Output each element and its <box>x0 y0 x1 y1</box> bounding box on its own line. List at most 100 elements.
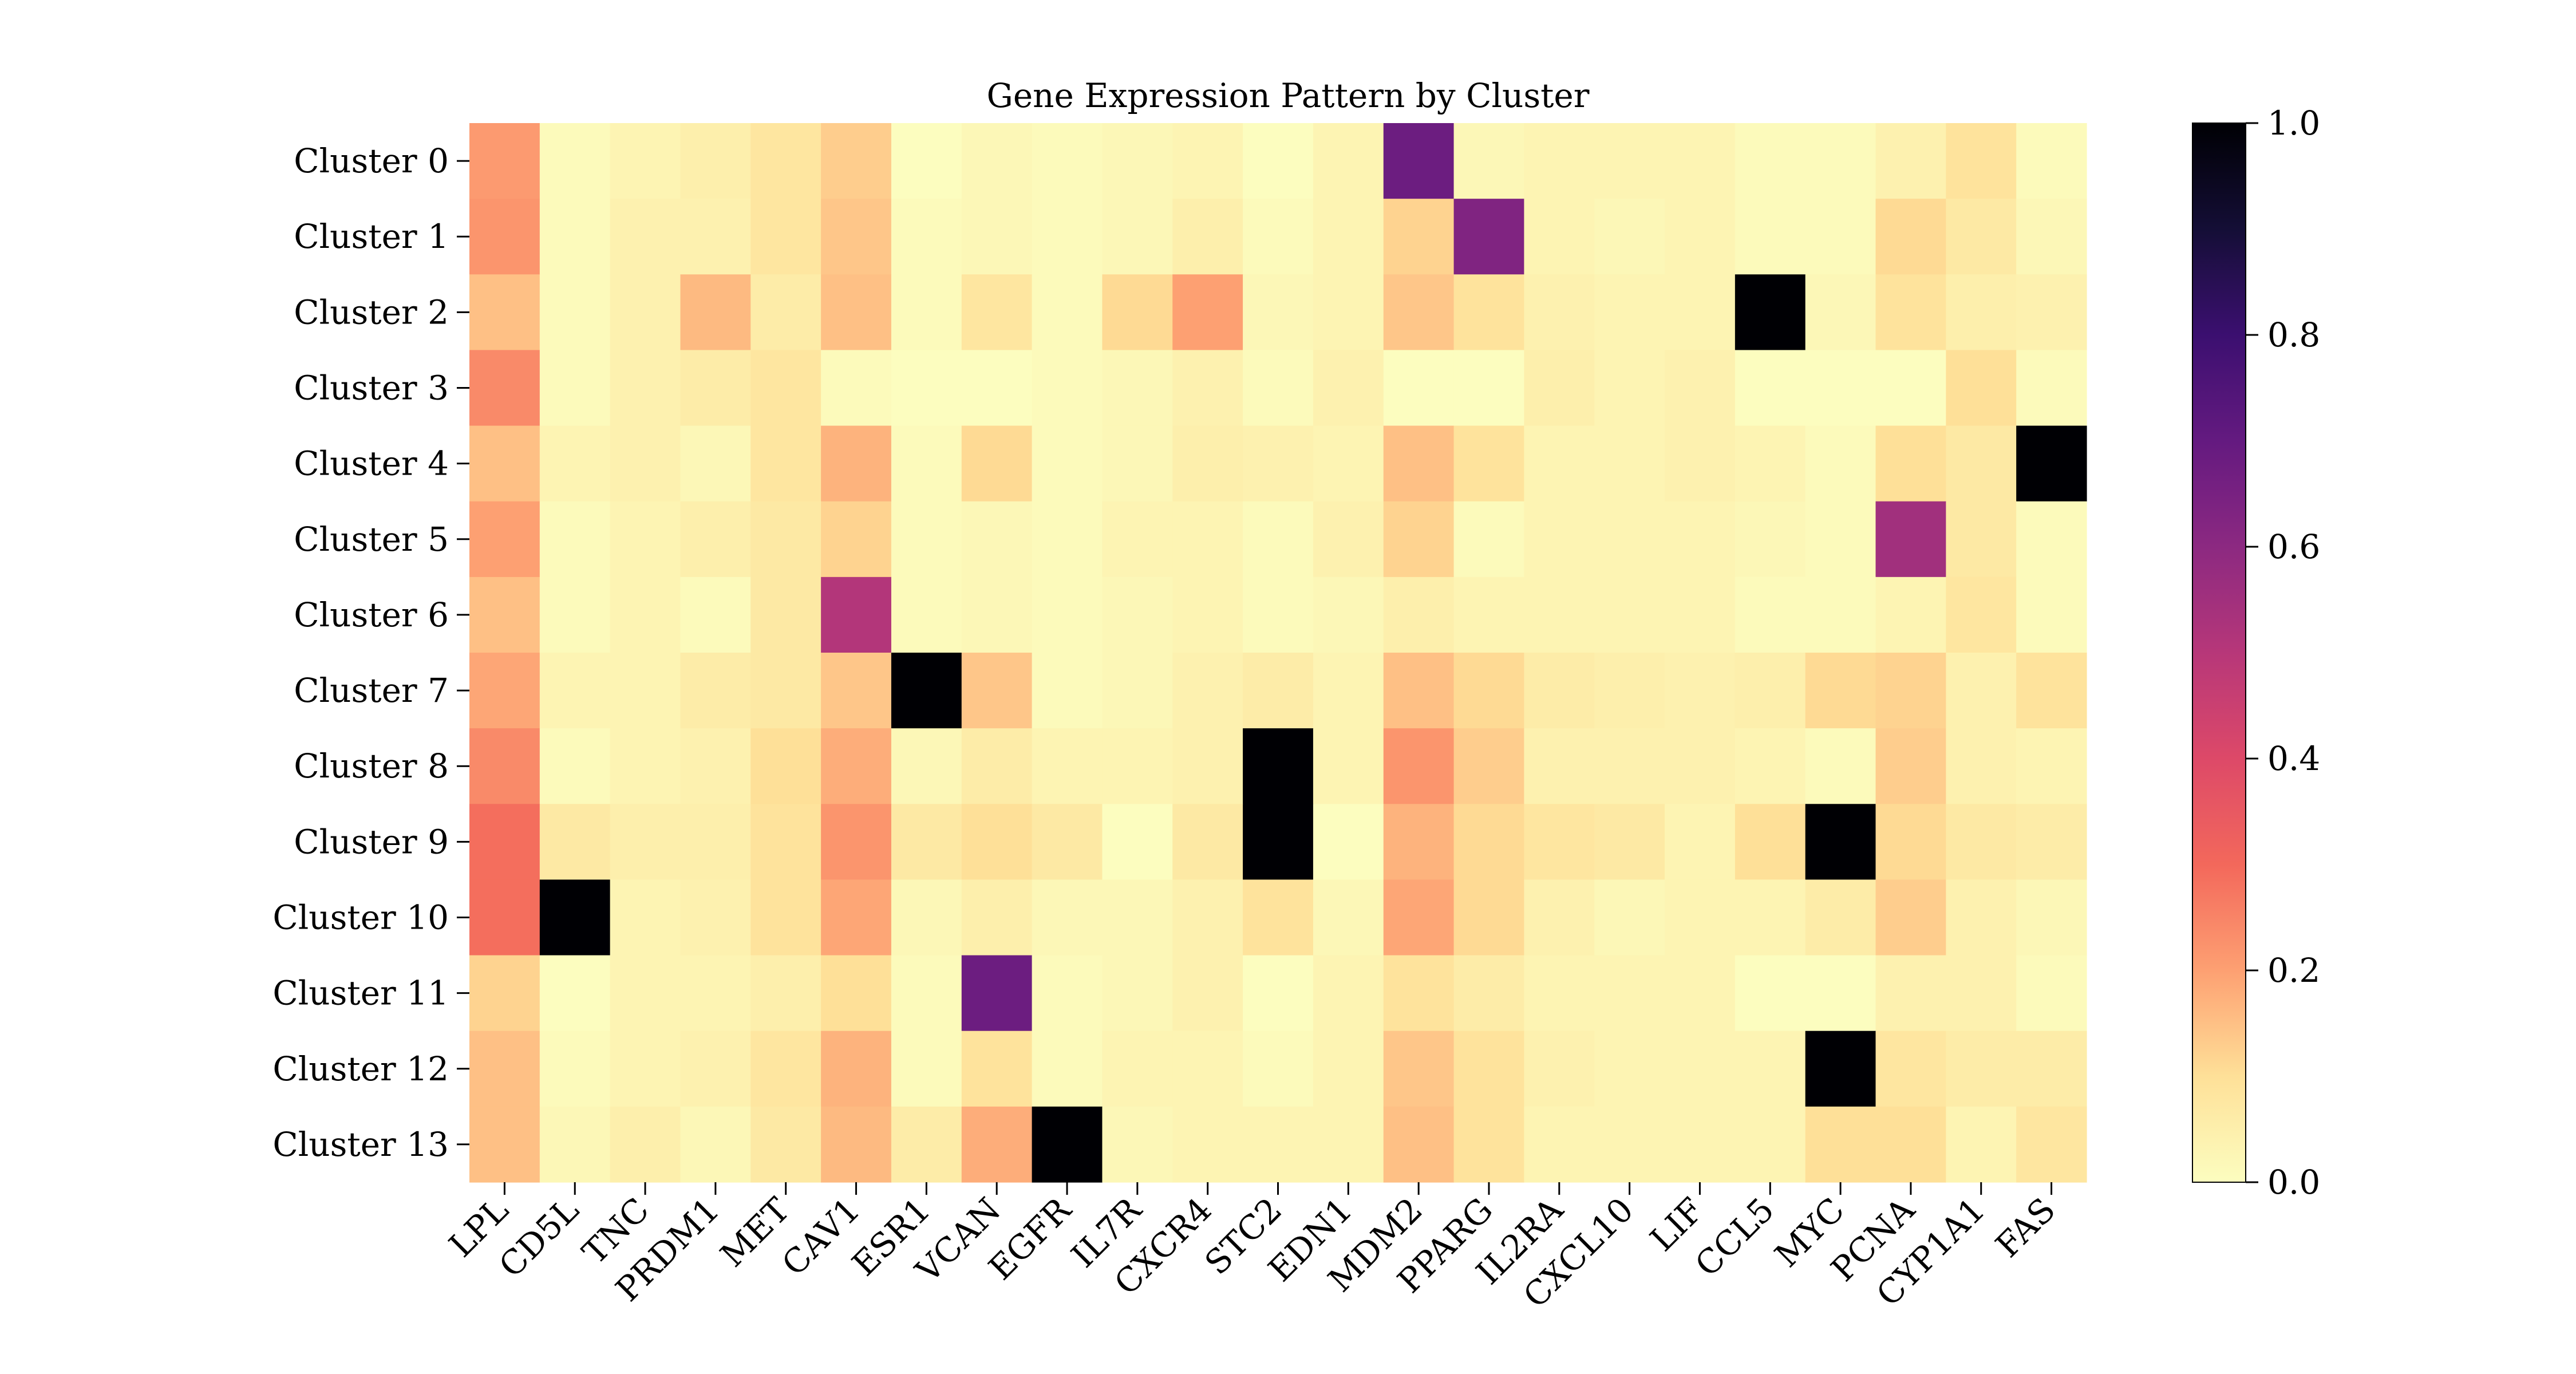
heatmap-cell <box>1243 955 1314 1032</box>
row-tick-labels: Cluster 0 Cluster 1 Cluster 2 Cluster 3 Clus… <box>272 141 469 1164</box>
heatmap-cell <box>1102 350 1173 427</box>
heatmap-cell <box>2016 501 2087 578</box>
heatmap-cell <box>1032 955 1103 1032</box>
heatmap-cell <box>1383 425 1455 502</box>
heatmap-cell <box>750 728 821 804</box>
heatmap-cell <box>1032 653 1103 729</box>
heatmap-cell <box>891 804 962 881</box>
heatmap-cell <box>961 879 1033 956</box>
row-tick-label: Cluster 3 <box>294 369 449 408</box>
heatmap-cell <box>680 577 751 653</box>
heatmap-cell <box>1665 199 1736 275</box>
heatmap-cell <box>1102 274 1173 351</box>
heatmap-cell <box>1313 955 1384 1032</box>
heatmap-cell <box>1313 1106 1384 1183</box>
colorbar-frame <box>2192 123 2246 1183</box>
row-tick-label: Cluster 12 <box>272 1049 449 1088</box>
heatmap-cell <box>1313 501 1384 578</box>
heatmap-cell <box>539 1106 611 1183</box>
heatmap-cell <box>469 728 540 804</box>
heatmap-cell <box>1665 577 1736 653</box>
heatmap-cell <box>2016 804 2087 881</box>
heatmap-cell <box>1946 577 2017 653</box>
heatmap-cell <box>1453 274 1524 351</box>
heatmap-cell <box>961 350 1033 427</box>
heatmap-cell <box>1243 274 1314 351</box>
heatmap-cell <box>1594 123 1665 199</box>
heatmap-cell <box>680 804 751 881</box>
heatmap-cell <box>1243 199 1314 275</box>
heatmap-cell <box>1805 804 1876 881</box>
heatmap-cell <box>1735 350 1806 427</box>
heatmap-cell <box>1313 199 1384 275</box>
heatmap-cell <box>539 653 611 729</box>
heatmap-cell <box>1243 653 1314 729</box>
heatmap-cell <box>1875 1106 1946 1183</box>
heatmap-cell <box>1875 879 1946 956</box>
heatmap-cell <box>610 728 681 804</box>
heatmap-cell <box>1875 123 1946 199</box>
heatmap-cell <box>891 955 962 1032</box>
heatmap-cell <box>1383 1106 1455 1183</box>
heatmap-cell <box>750 1030 821 1107</box>
heatmap-cell <box>1313 577 1384 653</box>
heatmap-cell <box>1875 955 1946 1032</box>
heatmap-cell <box>2016 425 2087 502</box>
heatmap-cell <box>539 728 611 804</box>
colorbar-tick-label: 1.0 <box>2267 104 2320 143</box>
heatmap-cells <box>469 123 2087 1183</box>
heatmap-cell <box>1946 1030 2017 1107</box>
colorbar-tick-label: 0.2 <box>2267 951 2320 990</box>
heatmap-cell <box>539 804 611 881</box>
heatmap-cell <box>1875 1030 1946 1107</box>
heatmap-cell <box>610 501 681 578</box>
heatmap-cell <box>2016 199 2087 275</box>
heatmap-cell <box>1665 274 1736 351</box>
row-tick-label: Cluster 10 <box>272 898 449 937</box>
heatmap-cell <box>1524 123 1595 199</box>
heatmap-cell <box>1243 123 1314 199</box>
heatmap-cell <box>821 1030 892 1107</box>
row-tick-label: Cluster 2 <box>294 293 449 331</box>
heatmap-cell <box>539 879 611 956</box>
heatmap-cell <box>539 199 611 275</box>
heatmap-cell <box>1946 501 2017 578</box>
heatmap-cell <box>1243 577 1314 653</box>
heatmap-cell <box>1946 804 2017 881</box>
heatmap-cell <box>891 425 962 502</box>
row-tick-label: Cluster 0 <box>294 141 449 180</box>
heatmap-cell <box>1102 653 1173 729</box>
heatmap-cell <box>1453 728 1524 804</box>
heatmap-cell <box>821 804 892 881</box>
heatmap-cell <box>539 501 611 578</box>
heatmap-cell <box>1735 274 1806 351</box>
heatmap-cell <box>1313 350 1384 427</box>
heatmap-cell <box>821 653 892 729</box>
heatmap-cell <box>469 350 540 427</box>
heatmap-cell <box>1102 955 1173 1032</box>
heatmap-cell <box>821 199 892 275</box>
heatmap-cell <box>1665 879 1736 956</box>
heatmap-cell <box>1805 274 1876 351</box>
heatmap-cell <box>891 879 962 956</box>
heatmap-cell <box>1594 653 1665 729</box>
heatmap-cell <box>961 123 1033 199</box>
heatmap-cell <box>1102 1106 1173 1183</box>
heatmap-cell <box>1665 955 1736 1032</box>
row-tick-label: Cluster 4 <box>294 444 449 483</box>
heatmap-cell <box>1524 728 1595 804</box>
heatmap-cell <box>1032 728 1103 804</box>
heatmap-cell <box>1875 425 1946 502</box>
heatmap-cell <box>1805 577 1876 653</box>
heatmap-cell <box>539 274 611 351</box>
heatmap-cell <box>1805 728 1876 804</box>
heatmap-cell <box>1805 350 1876 427</box>
heatmap-cell <box>1524 879 1595 956</box>
heatmap-cell <box>610 879 681 956</box>
heatmap-cell <box>821 577 892 653</box>
heatmap-cell <box>1805 501 1876 578</box>
heatmap-cell <box>469 199 540 275</box>
heatmap-cell <box>821 1106 892 1183</box>
heatmap-cell <box>2016 955 2087 1032</box>
heatmap-cell <box>1946 274 2017 351</box>
